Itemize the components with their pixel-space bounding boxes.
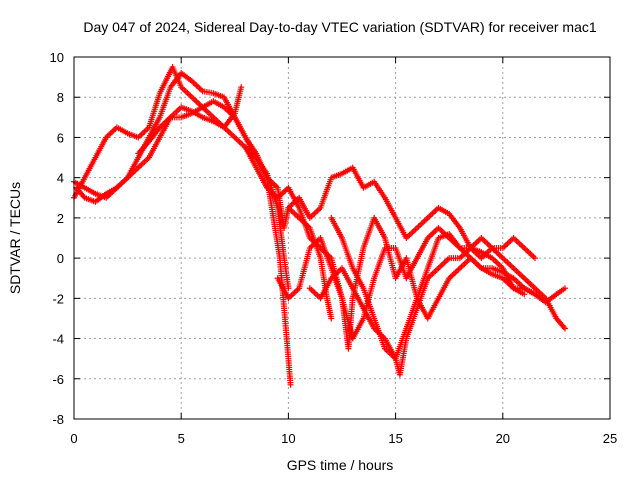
y-tick-label: 0	[57, 251, 64, 266]
series-track-1	[71, 64, 294, 388]
data-point	[287, 381, 294, 388]
data-point	[531, 255, 538, 262]
series-track-6	[285, 164, 538, 262]
series-track-8	[328, 214, 538, 362]
grid-lines	[74, 57, 610, 419]
series-track-4	[135, 84, 245, 157]
y-tick-label: -6	[52, 372, 64, 387]
data-point	[531, 291, 538, 298]
chart-title: Day 047 of 2024, Sidereal Day-to-day VTE…	[83, 19, 596, 35]
y-tick-label: -8	[52, 412, 64, 427]
y-tick-label: 2	[57, 211, 64, 226]
x-tick-label: 25	[603, 431, 617, 446]
x-tick-label: 0	[70, 431, 77, 446]
y-tick-label: 10	[50, 50, 64, 65]
data-point	[238, 84, 245, 91]
y-tick-label: 8	[57, 90, 64, 105]
y-tick-label: 6	[57, 130, 64, 145]
y-axis-label: SDTVAR / TECUs	[7, 182, 23, 294]
x-tick-label: 20	[496, 431, 510, 446]
series-track-9	[274, 214, 528, 352]
x-tick-label: 15	[388, 431, 402, 446]
series-track-2	[73, 70, 335, 322]
x-tick-label: 10	[281, 431, 295, 446]
axis-ticks: 0 5 10 15 20 25 -8 -6 -4 -2 0 2 4 6 8 10	[50, 50, 618, 446]
data-point	[561, 285, 568, 292]
y-tick-label: 4	[57, 171, 64, 186]
x-axis-label: GPS time / hours	[287, 457, 394, 473]
data-point	[328, 315, 335, 322]
data-point	[285, 285, 292, 292]
y-tick-label: -4	[52, 332, 64, 347]
y-tick-label: -2	[52, 291, 64, 306]
data-point	[521, 291, 528, 298]
plot-frame	[73, 56, 611, 420]
x-tick-label: 5	[178, 431, 185, 446]
data-point	[561, 325, 568, 332]
data-marks	[71, 64, 568, 388]
